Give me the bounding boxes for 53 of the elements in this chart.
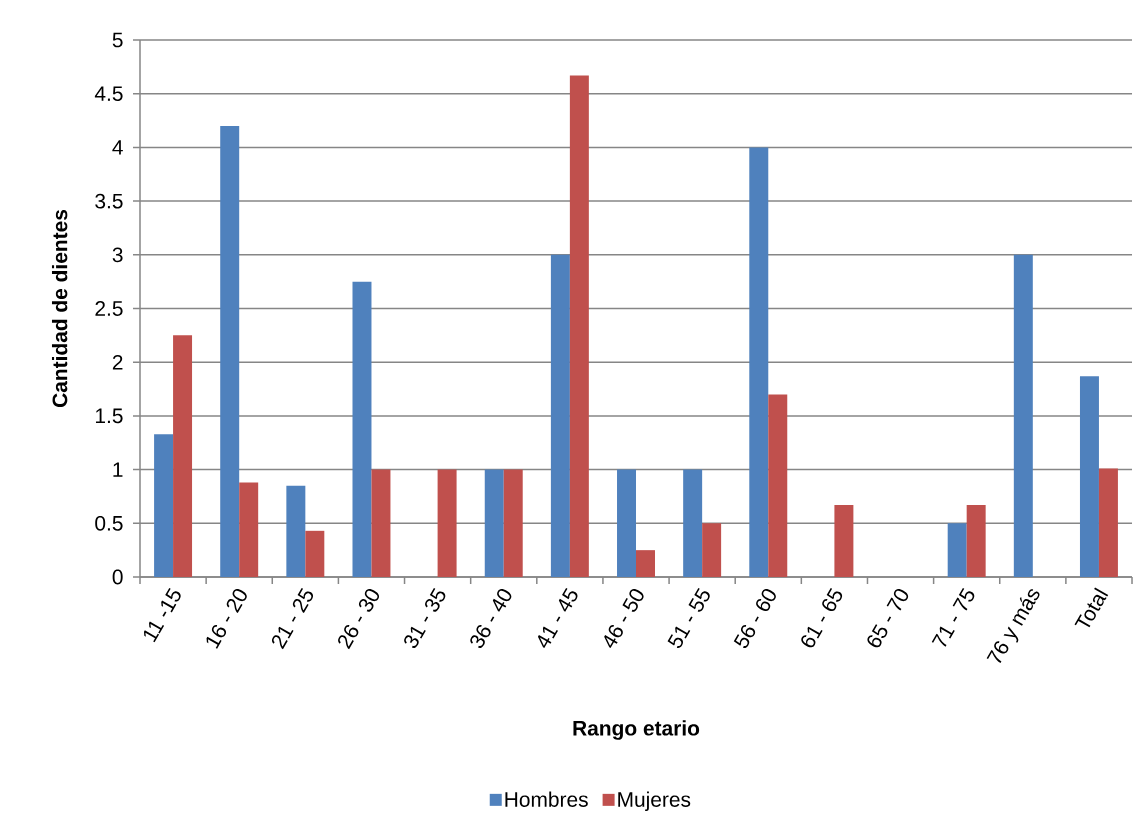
- bar: [834, 505, 854, 577]
- y-tick-label: 4: [112, 140, 123, 155]
- y-tick-label: 3: [112, 247, 123, 263]
- y-tick-label: 1: [113, 462, 123, 477]
- y-tick-label: 5: [112, 32, 123, 48]
- y-tick-label: 4.5: [94, 86, 123, 101]
- y-tick-label: 3.5: [95, 193, 123, 209]
- bar: [305, 530, 325, 577]
- y-tick-label: 0: [112, 569, 123, 585]
- y-axis-title: Cantidad de dientes: [51, 209, 68, 408]
- bar: [371, 469, 391, 577]
- bar: [966, 505, 986, 577]
- bar: [220, 125, 240, 577]
- bar: [239, 482, 259, 577]
- bar: [617, 469, 636, 577]
- y-tick-label: 0.5: [95, 515, 123, 531]
- x-tick-label: 61 - 65: [801, 587, 843, 648]
- bar: [154, 434, 174, 577]
- x-tick-label: 56 - 60: [733, 589, 776, 648]
- y-tick-label: 1.5: [95, 408, 123, 424]
- bar: [352, 281, 372, 577]
- y-tick-label: 2.5: [95, 301, 123, 316]
- bar: [286, 485, 306, 577]
- bar: [1013, 254, 1033, 577]
- x-tick-label: 71 - 75: [931, 587, 975, 647]
- bar: [569, 75, 589, 577]
- x-tick-label: 46 - 50: [604, 589, 644, 649]
- bar: [749, 147, 769, 577]
- x-tick-label: 11 -15: [144, 587, 181, 643]
- x-tick-label: 51 - 55: [667, 587, 710, 648]
- x-tick-label: 16 - 20: [206, 589, 247, 649]
- bar: [437, 469, 457, 577]
- legend-label: Hombres: [505, 791, 588, 807]
- bar: [768, 394, 788, 577]
- bar: [550, 254, 570, 577]
- bar: [683, 469, 703, 577]
- legend-label: Mujeres: [618, 791, 691, 812]
- bar: [503, 469, 523, 577]
- bar: [636, 550, 655, 577]
- bar: [1098, 468, 1118, 577]
- bar: [484, 469, 504, 577]
- bar: [702, 523, 722, 577]
- x-tick-label: 65 - 70: [867, 589, 909, 648]
- x-tick-label: 36 - 40: [470, 589, 512, 648]
- x-tick-label: 41 - 45: [537, 587, 578, 648]
- x-tick-label: 21 - 25: [271, 587, 314, 650]
- x-axis-title: Rango etario: [573, 720, 700, 740]
- y-tick-label: 2: [112, 354, 123, 370]
- x-tick-label: 31 - 35: [404, 587, 446, 648]
- bar: [947, 523, 967, 577]
- bar: [1079, 376, 1099, 577]
- bar: [173, 335, 193, 577]
- x-tick-label: 26 - 30: [338, 589, 380, 650]
